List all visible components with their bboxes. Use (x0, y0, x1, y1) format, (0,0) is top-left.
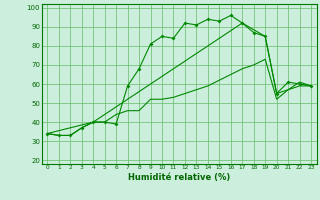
X-axis label: Humidité relative (%): Humidité relative (%) (128, 173, 230, 182)
